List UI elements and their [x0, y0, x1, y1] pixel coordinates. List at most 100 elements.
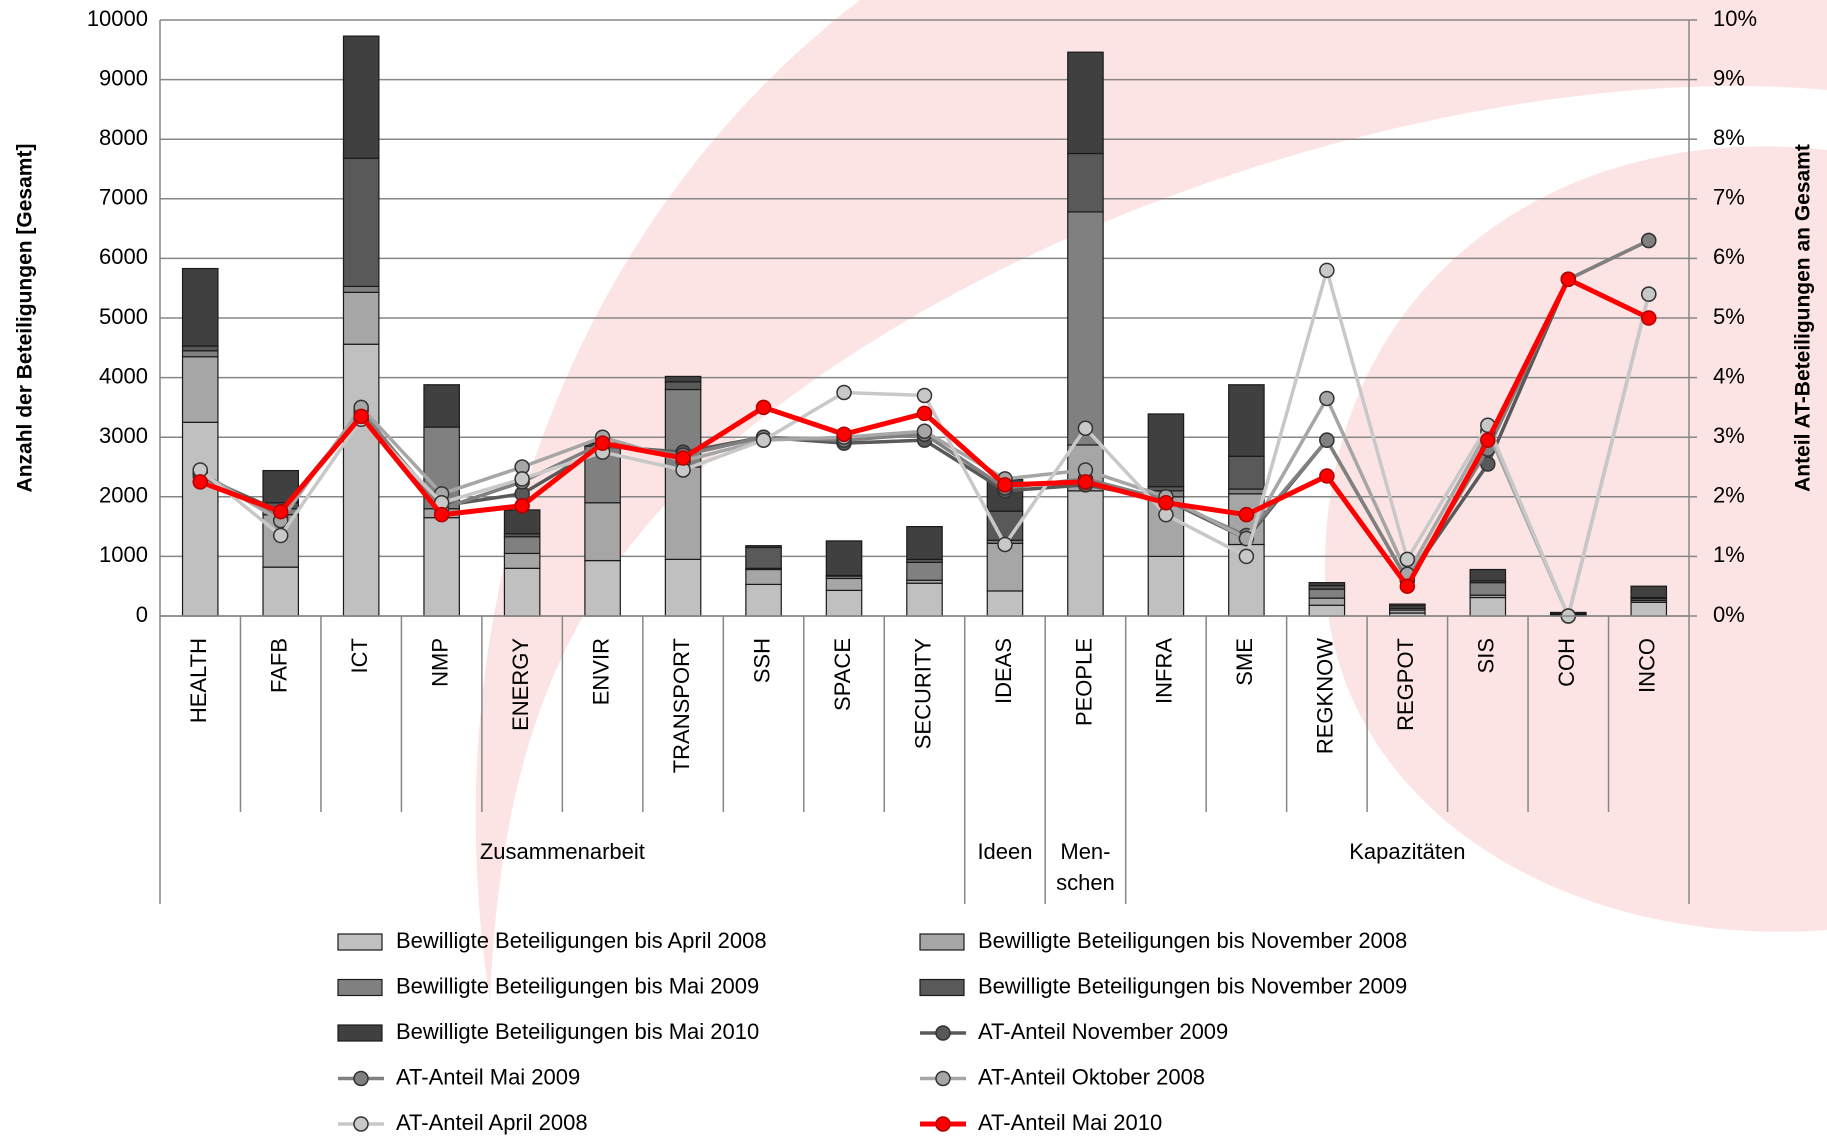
y-tick-label: 9000: [99, 65, 148, 90]
point: [274, 505, 288, 519]
x-tick-label: SME: [1232, 638, 1257, 686]
y2-tick-label: 4%: [1713, 363, 1745, 388]
group-label: Kapazitäten: [1349, 839, 1465, 864]
x-tick-label: REGPOT: [1393, 638, 1418, 731]
bar: [746, 570, 781, 585]
bar: [665, 382, 700, 390]
bar: [424, 518, 459, 616]
y2-tick-label: 8%: [1713, 125, 1745, 150]
y2-tick-label: 0%: [1713, 602, 1745, 627]
bar: [183, 357, 218, 423]
point: [757, 433, 771, 447]
y-tick-label: 7000: [99, 185, 148, 210]
legend-label: AT-Anteil Mai 2009: [396, 1064, 580, 1089]
point: [918, 388, 932, 402]
bar: [1068, 491, 1103, 616]
x-tick-label: FAFB: [267, 638, 292, 693]
bar: [424, 385, 459, 427]
bar: [343, 286, 378, 292]
point: [1320, 433, 1334, 447]
bar: [1309, 583, 1344, 586]
y2-tick-label: 7%: [1713, 185, 1745, 210]
legend-label: AT-Anteil April 2008: [396, 1110, 588, 1135]
bar: [826, 590, 861, 616]
chart: Anzahl der Beteiligungen [Gesamt] Anteil…: [0, 0, 1827, 1138]
bar: [1229, 385, 1264, 457]
x-tick-label: SSH: [749, 638, 774, 683]
bar: [1229, 456, 1264, 489]
point: [596, 436, 610, 450]
point: [1078, 475, 1092, 489]
point: [837, 427, 851, 441]
bar: [504, 568, 539, 616]
legend-label: Bewilligte Beteiligungen bis Mai 2010: [396, 1019, 759, 1044]
x-tick-label: ENERGY: [508, 638, 533, 731]
x-tick-label: IDEAS: [991, 638, 1016, 704]
bar: [183, 351, 218, 357]
bar: [343, 292, 378, 344]
point: [1239, 508, 1253, 522]
y-tick-label: 10000: [87, 6, 148, 31]
bar: [987, 591, 1022, 616]
y-axis-title: Anzahl der Beteiligungen [Gesamt]: [14, 144, 37, 493]
bar: [343, 344, 378, 616]
bar: [1148, 556, 1183, 616]
bar: [1470, 570, 1505, 581]
legend-label: Bewilligte Beteiligungen bis Mai 2009: [396, 973, 759, 998]
bar: [746, 584, 781, 616]
x-tick-label: INCO: [1635, 638, 1660, 693]
bar: [907, 527, 942, 560]
y2-tick-label: 5%: [1713, 304, 1745, 329]
bar: [343, 36, 378, 158]
point: [193, 475, 207, 489]
bar: [183, 422, 218, 616]
y-tick-label: 8000: [99, 125, 148, 150]
y2-tick-label: 6%: [1713, 244, 1745, 269]
y-tick-label: 3000: [99, 423, 148, 448]
y2-tick-label: 3%: [1713, 423, 1745, 448]
y2-tick-label: 2%: [1713, 483, 1745, 508]
point: [1320, 391, 1334, 405]
bar: [1309, 605, 1344, 616]
group-label: Ideen: [977, 839, 1032, 864]
point: [1320, 469, 1334, 483]
legend-swatch: [920, 980, 964, 996]
bar: [665, 467, 700, 559]
group-label: Zusammenarbeit: [480, 839, 645, 864]
x-tick-label: HEALTH: [186, 638, 211, 723]
legend-swatch: [920, 934, 964, 950]
x-tick-label: REGKNOW: [1313, 638, 1338, 754]
point: [757, 400, 771, 414]
point: [1642, 234, 1656, 248]
bar: [907, 562, 942, 580]
y-tick-label: 4000: [99, 363, 148, 388]
point: [1159, 496, 1173, 510]
point: [435, 508, 449, 522]
bar: [1309, 589, 1344, 598]
bar: [504, 537, 539, 554]
x-tick-label: ICT: [347, 638, 372, 673]
legend-swatch: [936, 1072, 950, 1086]
legend-label: Bewilligte Beteiligungen bis November 20…: [978, 973, 1407, 998]
bar: [504, 553, 539, 568]
bar: [746, 547, 781, 568]
x-tick-label: SIS: [1474, 638, 1499, 673]
bar: [343, 158, 378, 286]
y-tick-label: 2000: [99, 483, 148, 508]
point: [1078, 421, 1092, 435]
bar: [183, 269, 218, 346]
legend-swatch: [338, 1025, 382, 1041]
point: [1400, 579, 1414, 593]
y2-tick-label: 9%: [1713, 65, 1745, 90]
x-tick-label: INFRA: [1152, 638, 1177, 704]
bar: [1631, 586, 1666, 597]
point: [1239, 549, 1253, 563]
legend-swatch: [936, 1026, 950, 1040]
page: Anzahl der Beteiligungen [Gesamt] Anteil…: [0, 0, 1827, 1138]
y2-tick-label: 1%: [1713, 542, 1745, 567]
legend-label: AT-Anteil Oktober 2008: [978, 1064, 1205, 1089]
y-tick-label: 0: [136, 602, 148, 627]
bar: [665, 559, 700, 616]
bar: [263, 567, 298, 616]
bar: [826, 578, 861, 590]
